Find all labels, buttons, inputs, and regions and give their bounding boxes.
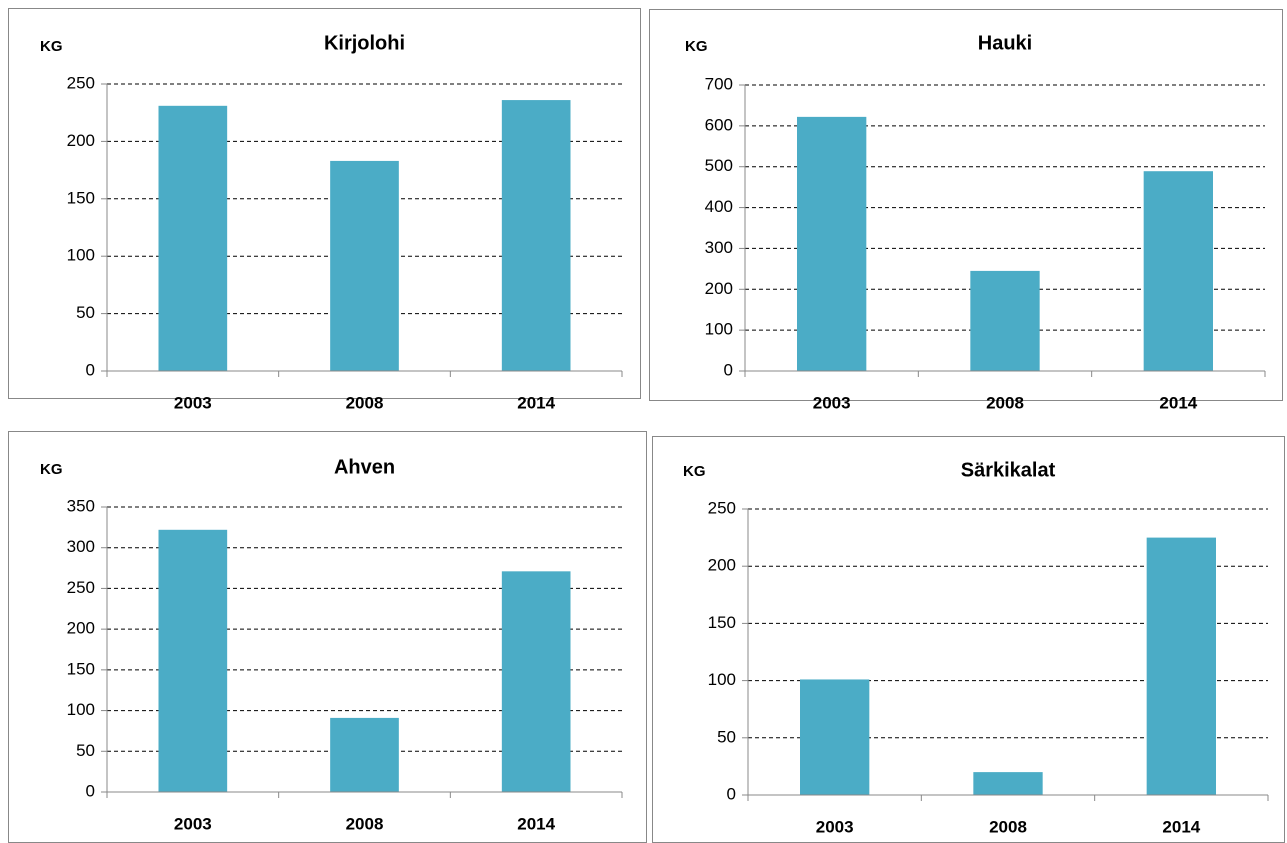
y-tick-label: 600 — [705, 115, 733, 134]
y-tick-label: 100 — [67, 700, 95, 719]
x-tick-label: 2014 — [517, 814, 555, 833]
y-tick-label: 250 — [67, 578, 95, 597]
y-tick-label: 100 — [708, 670, 736, 689]
y-tick-label: 350 — [67, 496, 95, 515]
bar — [1146, 537, 1216, 795]
x-tick-label: 2014 — [517, 393, 555, 412]
chart-title: Hauki — [978, 32, 1032, 54]
x-tick-label: 2014 — [1159, 393, 1197, 412]
bar — [800, 679, 870, 795]
y-tick-label: 50 — [76, 741, 95, 760]
y-tick-label: 200 — [67, 619, 95, 638]
y-tick-label: 200 — [708, 556, 736, 575]
bar — [330, 160, 399, 371]
y-tick-label: 150 — [708, 613, 736, 632]
y-tick-label: 100 — [705, 320, 733, 339]
panel-border — [649, 9, 1283, 401]
panel-border — [8, 8, 641, 399]
bar — [973, 772, 1043, 795]
x-tick-label: 2003 — [174, 814, 212, 833]
y-tick-label: 250 — [67, 73, 95, 92]
y-tick-label: 200 — [705, 279, 733, 298]
x-tick-label: 2008 — [346, 814, 384, 833]
y-tick-label: 300 — [705, 238, 733, 257]
y-axis-label: KG — [685, 38, 708, 55]
chart-title: Ahven — [334, 456, 395, 478]
y-tick-label: 150 — [67, 188, 95, 207]
x-tick-label: 2003 — [816, 817, 854, 836]
y-axis-label: KG — [40, 38, 63, 55]
y-tick-label: 150 — [67, 659, 95, 678]
y-tick-label: 50 — [717, 727, 736, 746]
chart-title: Kirjolohi — [324, 32, 405, 54]
y-tick-label: 500 — [705, 156, 733, 175]
chart-title: Särkikalat — [961, 459, 1056, 481]
x-tick-label: 2008 — [989, 817, 1027, 836]
x-tick-label: 2014 — [1162, 817, 1200, 836]
bar — [797, 116, 867, 372]
y-tick-label: 0 — [724, 360, 733, 379]
y-tick-label: 300 — [67, 537, 95, 556]
bar — [330, 717, 399, 792]
y-tick-label: 0 — [86, 781, 95, 800]
bar — [1143, 171, 1213, 371]
bar — [970, 270, 1040, 371]
bar — [501, 571, 571, 792]
x-tick-label: 2008 — [986, 393, 1024, 412]
y-tick-label: 250 — [708, 498, 736, 517]
y-axis-label: KG — [683, 463, 706, 480]
y-tick-label: 700 — [705, 74, 733, 93]
bar — [158, 105, 228, 371]
y-tick-label: 0 — [727, 784, 736, 803]
y-tick-label: 100 — [67, 246, 95, 265]
x-tick-label: 2003 — [174, 393, 212, 412]
y-tick-label: 400 — [705, 197, 733, 216]
y-tick-label: 0 — [86, 360, 95, 379]
x-tick-label: 2008 — [346, 393, 384, 412]
bar — [158, 529, 228, 792]
y-tick-label: 50 — [76, 303, 95, 322]
bar — [501, 100, 571, 372]
y-axis-label: KG — [40, 461, 63, 478]
x-tick-label: 2003 — [813, 393, 851, 412]
y-tick-label: 200 — [67, 131, 95, 150]
